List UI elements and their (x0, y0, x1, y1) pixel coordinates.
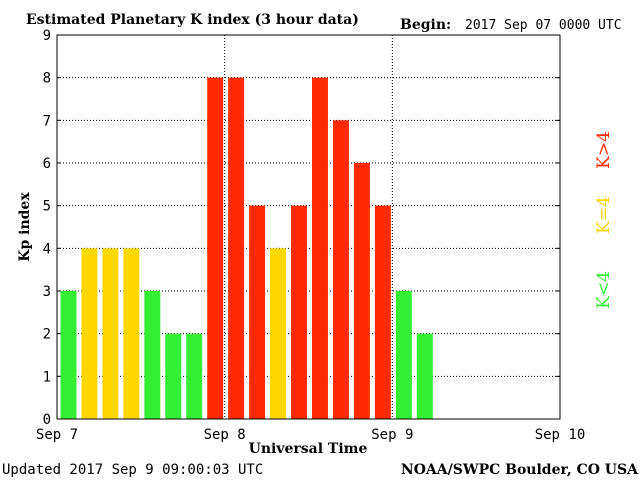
kp-bar (102, 248, 119, 419)
updated-text: Updated 2017 Sep 9 09:00:03 UTC (2, 462, 263, 478)
x-tick-label: Sep 8 (204, 427, 246, 443)
credit-text: NOAA/SWPC Boulder, CO USA (401, 462, 639, 478)
kp-bar (353, 163, 370, 419)
kp-bar (270, 248, 287, 419)
chart-title: Estimated Planetary K index (3 hour data… (26, 12, 359, 28)
y-tick-label: 5 (43, 199, 51, 215)
kp-bar (144, 291, 161, 419)
begin-label: Begin: (400, 17, 451, 33)
kp-bar (123, 248, 140, 419)
legend-mid: K=4 (594, 196, 614, 234)
x-tick-label: Sep 10 (535, 427, 586, 443)
kp-bar (332, 120, 349, 419)
x-tick-label: Sep 7 (36, 427, 78, 443)
kp-bar (228, 77, 245, 420)
y-tick-labels: 0 1 2 3 4 5 6 7 8 9 (43, 28, 51, 428)
kp-bar (374, 205, 391, 419)
kp-bar (207, 77, 224, 420)
bars-group (60, 77, 433, 420)
kp-bar (81, 248, 98, 419)
y-tick-label: 7 (43, 113, 51, 129)
kp-bar (395, 291, 412, 419)
kp-bar (416, 333, 433, 419)
plot-frame (56, 34, 561, 420)
x-tick-labels: Sep 7 Sep 8 Sep 9 Sep 10 (36, 427, 585, 443)
y-tick-label: 3 (43, 284, 51, 300)
legend-low: K<4 (594, 271, 614, 309)
begin-value: 2017 Sep 07 0000 UTC (465, 18, 622, 33)
y-tick-label: 0 (43, 412, 51, 428)
y-tick-label: 2 (43, 327, 51, 343)
y-tick-label: 4 (43, 241, 51, 257)
kp-bar (291, 205, 307, 419)
kp-bar (249, 205, 266, 419)
grid-lines (57, 34, 560, 420)
kp-bar (186, 333, 203, 419)
y-axis-title: Kp index (17, 192, 33, 262)
kp-bar (165, 333, 182, 419)
y-tick-label: 8 (43, 71, 51, 87)
x-tick-label: Sep 9 (371, 427, 413, 443)
legend-high: K>4 (594, 131, 614, 169)
kp-bar (60, 291, 77, 419)
y-tick-label: 1 (43, 369, 51, 385)
x-axis-title: Universal Time (249, 441, 368, 457)
y-tick-label: 6 (43, 156, 51, 172)
y-tick-label: 9 (43, 28, 51, 44)
kp-bar (312, 77, 328, 420)
